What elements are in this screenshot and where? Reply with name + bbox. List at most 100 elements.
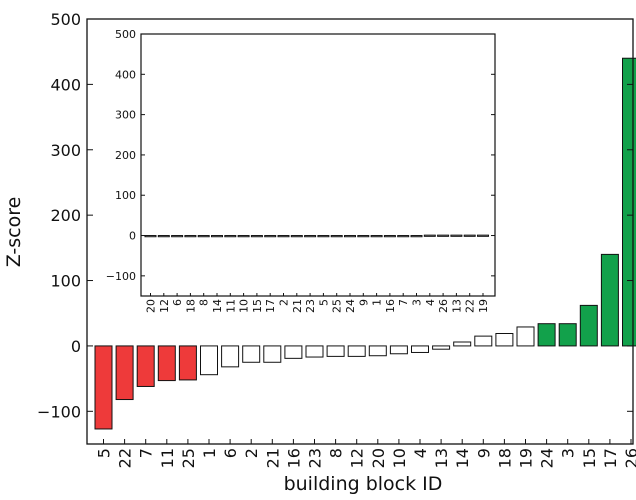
bar-21 bbox=[264, 346, 281, 362]
bar-14 bbox=[454, 342, 471, 346]
bar-5 bbox=[95, 346, 112, 429]
inset-bar-11 bbox=[225, 236, 236, 237]
inset-x-tick-label: 10 bbox=[238, 299, 251, 313]
inset-y-tick-label: 100 bbox=[115, 189, 136, 202]
bar-10 bbox=[390, 346, 407, 354]
inset-bar-21 bbox=[291, 236, 302, 237]
inset-bar-20 bbox=[145, 236, 156, 237]
inset-bar-26 bbox=[438, 235, 449, 236]
inset-bar-22 bbox=[464, 235, 475, 236]
inset-bar-23 bbox=[305, 236, 316, 237]
inset-bar-16 bbox=[384, 236, 395, 237]
main-x-tick-label: 1 bbox=[200, 448, 219, 458]
inset-x-tick-label: 1 bbox=[371, 299, 384, 306]
bar-15 bbox=[580, 305, 597, 346]
main-x-tick-label: 23 bbox=[306, 448, 325, 468]
main-x-tick-label: 22 bbox=[116, 448, 135, 468]
main-x-tick-label: 3 bbox=[559, 448, 578, 458]
inset-x-tick-label: 19 bbox=[477, 299, 490, 313]
bar-9 bbox=[475, 336, 492, 346]
main-x-tick-label: 25 bbox=[179, 448, 198, 468]
main-y-tick-label: 300 bbox=[50, 141, 81, 160]
inset-x-tick-label: 21 bbox=[291, 299, 304, 313]
inset-bar-5 bbox=[318, 236, 329, 237]
main-x-tick-label: 24 bbox=[538, 448, 557, 468]
main-x-tick-label: 18 bbox=[495, 448, 514, 468]
inset-x-tick-label: 7 bbox=[397, 299, 410, 306]
bar-6 bbox=[222, 346, 239, 367]
inset-x-tick-label: 24 bbox=[344, 299, 357, 313]
inset-x-tick-label: 5 bbox=[317, 299, 330, 306]
inset-x-tick-label: 26 bbox=[437, 299, 450, 313]
main-x-tick-label: 7 bbox=[137, 448, 156, 458]
main-x-tick-label: 16 bbox=[284, 448, 303, 468]
inset-x-tick-label: 8 bbox=[198, 299, 211, 306]
inset-x-tick-label: 22 bbox=[464, 299, 477, 313]
bar-11 bbox=[158, 346, 175, 381]
bar-8 bbox=[327, 346, 344, 356]
bar-2 bbox=[243, 346, 260, 362]
bar-1 bbox=[201, 346, 218, 375]
main-y-tick-label: 200 bbox=[50, 206, 81, 225]
inset-y-tick-label: 500 bbox=[115, 28, 136, 41]
main-x-tick-label: 8 bbox=[327, 448, 346, 458]
inset-x-tick-label: 11 bbox=[224, 299, 237, 313]
main-y-tick-label: −100 bbox=[37, 402, 81, 421]
main-y-tick-label: 100 bbox=[50, 272, 81, 291]
inset-bar-7 bbox=[398, 236, 409, 237]
main-x-tick-label: 9 bbox=[474, 448, 493, 458]
inset-background bbox=[141, 34, 495, 296]
inset-bar-6 bbox=[172, 236, 183, 237]
bar-7 bbox=[137, 346, 154, 387]
inset-bar-10 bbox=[238, 236, 249, 237]
main-x-tick-label: 26 bbox=[622, 448, 636, 468]
main-x-tick-label: 12 bbox=[348, 448, 367, 468]
inset-x-tick-label: 18 bbox=[184, 299, 197, 313]
bar-3 bbox=[559, 324, 576, 346]
bar-22 bbox=[116, 346, 133, 400]
bar-19 bbox=[517, 327, 534, 346]
inset-y-tick-label: 0 bbox=[129, 230, 136, 243]
inset-bar-4 bbox=[424, 235, 435, 236]
inset-x-tick-label: 16 bbox=[384, 299, 397, 313]
inset-x-tick-label: 13 bbox=[450, 299, 463, 313]
inset-y-tick-label: −100 bbox=[106, 270, 136, 283]
main-x-tick-label: 10 bbox=[390, 448, 409, 468]
bar-18 bbox=[496, 334, 513, 346]
inset-x-tick-label: 6 bbox=[171, 299, 184, 306]
inset-bar-25 bbox=[331, 236, 342, 237]
inset-bar-14 bbox=[212, 236, 223, 237]
inset-x-tick-label: 3 bbox=[411, 299, 424, 306]
main-y-tick-label: 0 bbox=[71, 337, 81, 356]
bar-26 bbox=[623, 58, 636, 346]
bar-12 bbox=[348, 346, 365, 356]
inset-x-tick-label: 9 bbox=[357, 299, 370, 306]
bar-24 bbox=[538, 324, 555, 346]
inset-y-tick-label: 300 bbox=[115, 109, 136, 122]
main-x-tick-label: 11 bbox=[158, 448, 177, 468]
bar-4 bbox=[412, 346, 429, 353]
inset-x-tick-label: 12 bbox=[158, 299, 171, 313]
inset-x-tick-label: 20 bbox=[145, 299, 158, 313]
main-x-tick-label: 17 bbox=[601, 448, 620, 468]
inset-x-tick-label: 4 bbox=[424, 299, 437, 306]
inset-bar-13 bbox=[451, 235, 462, 236]
bar-16 bbox=[285, 346, 302, 358]
inset-y-tick-label: 200 bbox=[115, 149, 136, 162]
inset-x-tick-label: 14 bbox=[211, 299, 224, 313]
main-x-tick-label: 6 bbox=[221, 448, 240, 458]
inset-y-tick-label: 400 bbox=[115, 68, 136, 81]
inset-x-tick-label: 15 bbox=[251, 299, 264, 313]
main-x-tick-label: 13 bbox=[432, 448, 451, 468]
main-y-axis-label: Z-score bbox=[3, 197, 25, 268]
main-x-tick-label: 14 bbox=[453, 448, 472, 468]
bar-17 bbox=[601, 254, 618, 346]
inset-bar-2 bbox=[278, 236, 289, 237]
inset-bar-18 bbox=[185, 236, 196, 237]
inset-bar-24 bbox=[345, 236, 356, 237]
bar-13 bbox=[433, 346, 450, 349]
inset-bar-1 bbox=[371, 236, 382, 237]
inset-bar-17 bbox=[265, 236, 276, 237]
